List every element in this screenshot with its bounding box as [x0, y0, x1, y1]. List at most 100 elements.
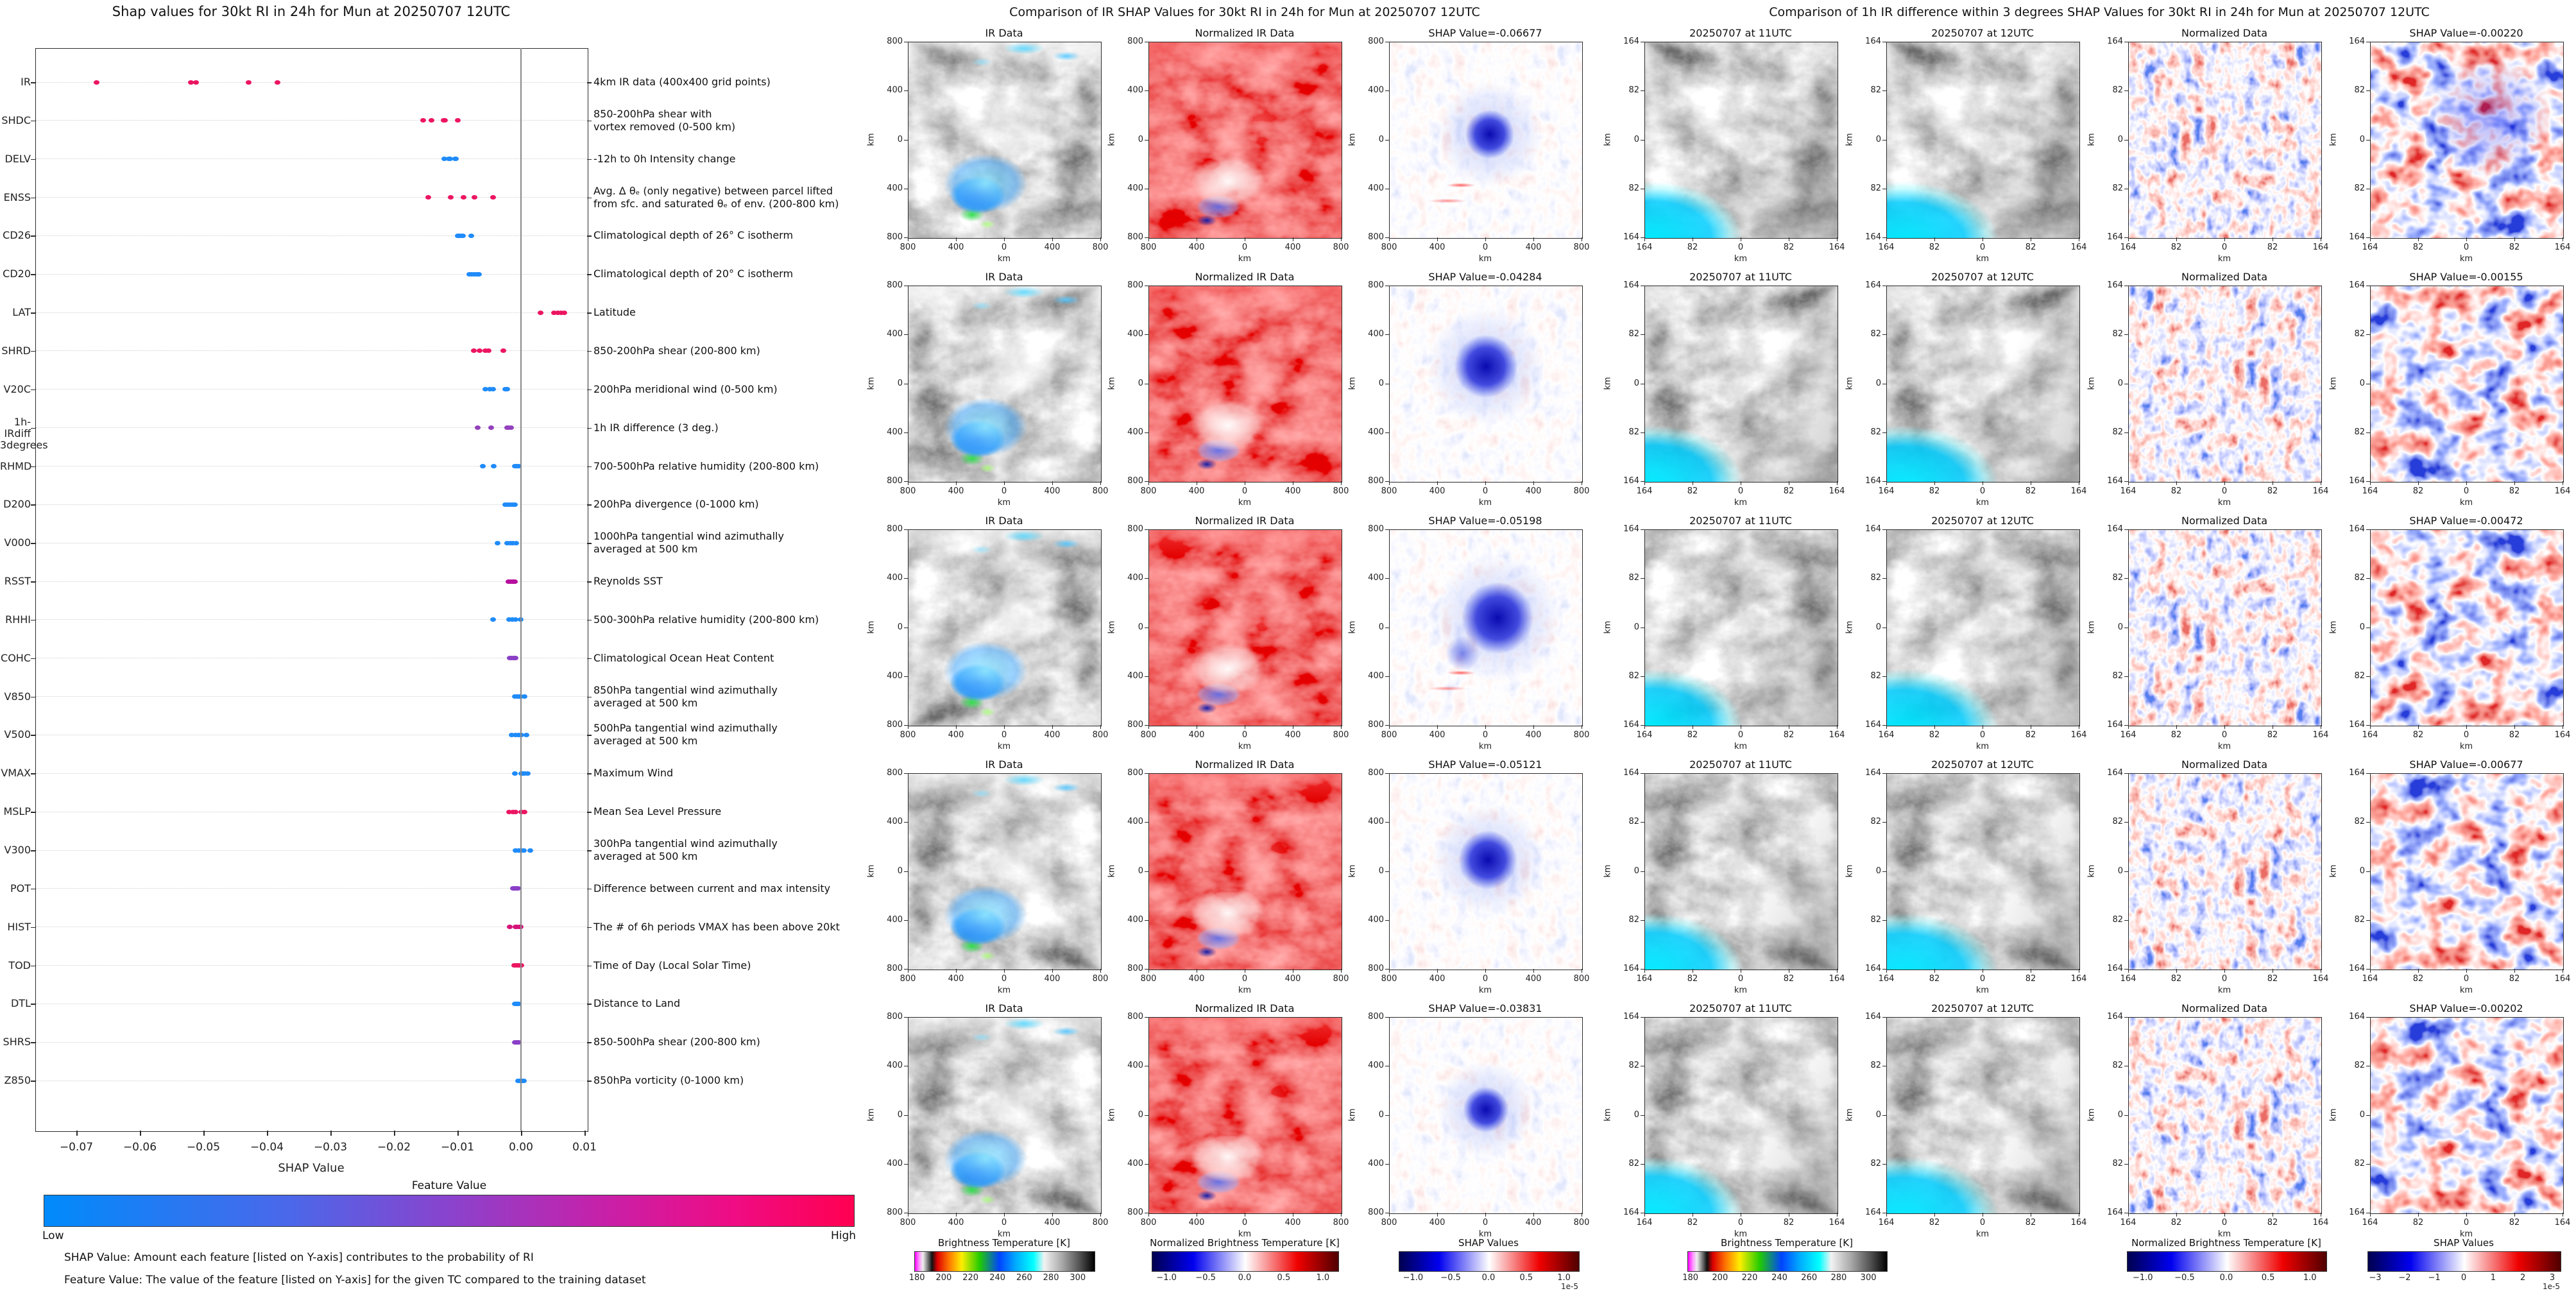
- y-tick-label: 82: [2354, 817, 2365, 827]
- y-tick-label: 164: [2349, 37, 2365, 46]
- x-tick-label: 0: [1482, 730, 1488, 740]
- shap-dot: [522, 771, 528, 776]
- x-tick: [2418, 969, 2419, 973]
- x-tick: [1437, 969, 1438, 973]
- colorbar-high-label: High: [831, 1229, 857, 1242]
- row-gridline: [36, 350, 586, 352]
- x-tick-label: 800: [900, 486, 916, 496]
- cell-title: 20250707 at 11UTC: [1689, 27, 1792, 39]
- feature-description: Climatological depth of 20° C isotherm: [593, 268, 794, 280]
- shap-blob-map: [1389, 1017, 1583, 1214]
- y-tick: [904, 773, 908, 774]
- y-tick-label: 0: [1875, 866, 1881, 876]
- y-tick: [1641, 725, 1644, 726]
- x-tick-label: 0: [1737, 1218, 1744, 1227]
- cell-shap-title: SHAP Value=-0.00155: [2409, 271, 2523, 283]
- feature-description: 850hPa tangential wind azimuthally avera…: [593, 683, 778, 709]
- feature-label: HIST: [7, 920, 31, 933]
- colorbar-tick-label: 1.0: [2303, 1273, 2317, 1283]
- x-tick-label: 800: [1333, 1218, 1349, 1227]
- y-tick-label: 800: [1368, 1208, 1384, 1217]
- x-tick-label: 82: [2025, 486, 2036, 496]
- feature-description: 200hPa meridional wind (0-500 km): [593, 382, 778, 395]
- x-tick-label: 800: [1333, 730, 1349, 740]
- shap-dot: [428, 118, 434, 123]
- x-tick-label: 0: [1737, 486, 1744, 496]
- y-axis-unit: km: [1347, 1107, 1358, 1122]
- feature-label: V000: [4, 536, 31, 549]
- y-tick-label: 400: [887, 427, 903, 437]
- x-tick-label: 0: [1979, 486, 1986, 496]
- x-tick-label: 400: [948, 974, 964, 984]
- feature-value-colorbar-title: Feature Value: [411, 1179, 487, 1192]
- irdiff-grid-title: Comparison of 1h IR difference within 3 …: [1769, 5, 2430, 19]
- y-tick-right: [587, 850, 592, 851]
- y-tick: [2366, 1115, 2370, 1116]
- shap-dot: [561, 310, 567, 315]
- feature-description: Mean Sea Level Pressure: [593, 805, 722, 818]
- x-tick-label: −0.05: [186, 1141, 221, 1154]
- x-tick-label: 0.01: [572, 1141, 597, 1154]
- y-tick-label: 164: [1865, 964, 1881, 973]
- x-tick-label: 164: [1636, 730, 1653, 740]
- nir-map: [1148, 529, 1342, 726]
- x-tick: [2514, 481, 2515, 485]
- y-tick-label: 800: [887, 476, 903, 486]
- shap-dot: [471, 348, 477, 354]
- x-tick-label: 82: [2509, 243, 2520, 252]
- y-tick-left: [31, 389, 35, 391]
- x-tick: [1052, 969, 1053, 973]
- x-tick: [956, 969, 957, 973]
- colorbar-tick-label: −2: [2398, 1273, 2411, 1283]
- x-tick-label: 164: [1636, 1218, 1653, 1227]
- y-tick-label: 800: [1127, 476, 1143, 486]
- y-tick-label: 400: [1127, 1158, 1143, 1168]
- shap-dot: [475, 425, 481, 431]
- x-tick-label: 82: [2412, 486, 2424, 496]
- y-tick-label: 82: [2354, 329, 2365, 339]
- y-tick-right: [587, 274, 592, 275]
- y-tick-right: [587, 1081, 592, 1082]
- cell-title: Normalized IR Data: [1195, 27, 1295, 39]
- x-tick-label: 82: [2412, 1218, 2424, 1227]
- y-axis-unit: km: [1845, 1107, 1855, 1122]
- x-tick: [1148, 1213, 1149, 1217]
- feature-description: 4km IR data (400x400 grid points): [593, 76, 771, 88]
- colorbar: [1399, 1251, 1580, 1272]
- y-tick-label: 400: [1368, 85, 1384, 96]
- shap-dot: [506, 809, 512, 814]
- row-gridline: [36, 273, 586, 275]
- cell-shap-title: SHAP Value=-0.00202: [2409, 1002, 2523, 1014]
- x-tick-label: 400: [1429, 974, 1446, 984]
- y-tick-right: [587, 82, 592, 83]
- feature-label: CD26: [3, 229, 31, 242]
- feature-description: 300hPa tangential wind azimuthally avera…: [593, 837, 778, 862]
- x-tick-label: 400: [1525, 730, 1542, 740]
- shap-dot: [513, 540, 519, 545]
- colorbar-tick-label: 260: [1016, 1273, 1032, 1283]
- x-tick-label: 800: [1333, 974, 1349, 984]
- x-tick-label: 0: [2463, 486, 2469, 496]
- y-tick-label: 82: [2112, 329, 2123, 339]
- x-tick: [1837, 725, 1838, 729]
- x-tick-label: 0: [2221, 243, 2228, 252]
- y-tick-left: [31, 927, 35, 928]
- x-tick-label: 0: [1241, 1218, 1248, 1227]
- x-tick-label: 164: [2362, 243, 2378, 252]
- y-tick-label: 400: [1368, 329, 1384, 339]
- y-tick-label: 800: [1368, 232, 1384, 242]
- x-tick: [1533, 237, 1534, 241]
- shap-dot: [512, 656, 518, 661]
- y-tick-label: 400: [1127, 85, 1143, 96]
- shap-dot: [512, 809, 518, 814]
- x-tick-label: 800: [900, 730, 916, 740]
- x-tick-label: 164: [2120, 1218, 2137, 1227]
- beeswarm-xlabel: SHAP Value: [278, 1161, 345, 1175]
- x-tick: [2418, 725, 2419, 729]
- y-tick-label: 0: [1138, 866, 1143, 876]
- y-tick: [2124, 773, 2128, 774]
- cell-overlay: [2129, 530, 2321, 726]
- nir-map: [1148, 42, 1342, 239]
- gray-a-map: [1644, 286, 1838, 483]
- x-tick-label: 400: [1284, 486, 1301, 496]
